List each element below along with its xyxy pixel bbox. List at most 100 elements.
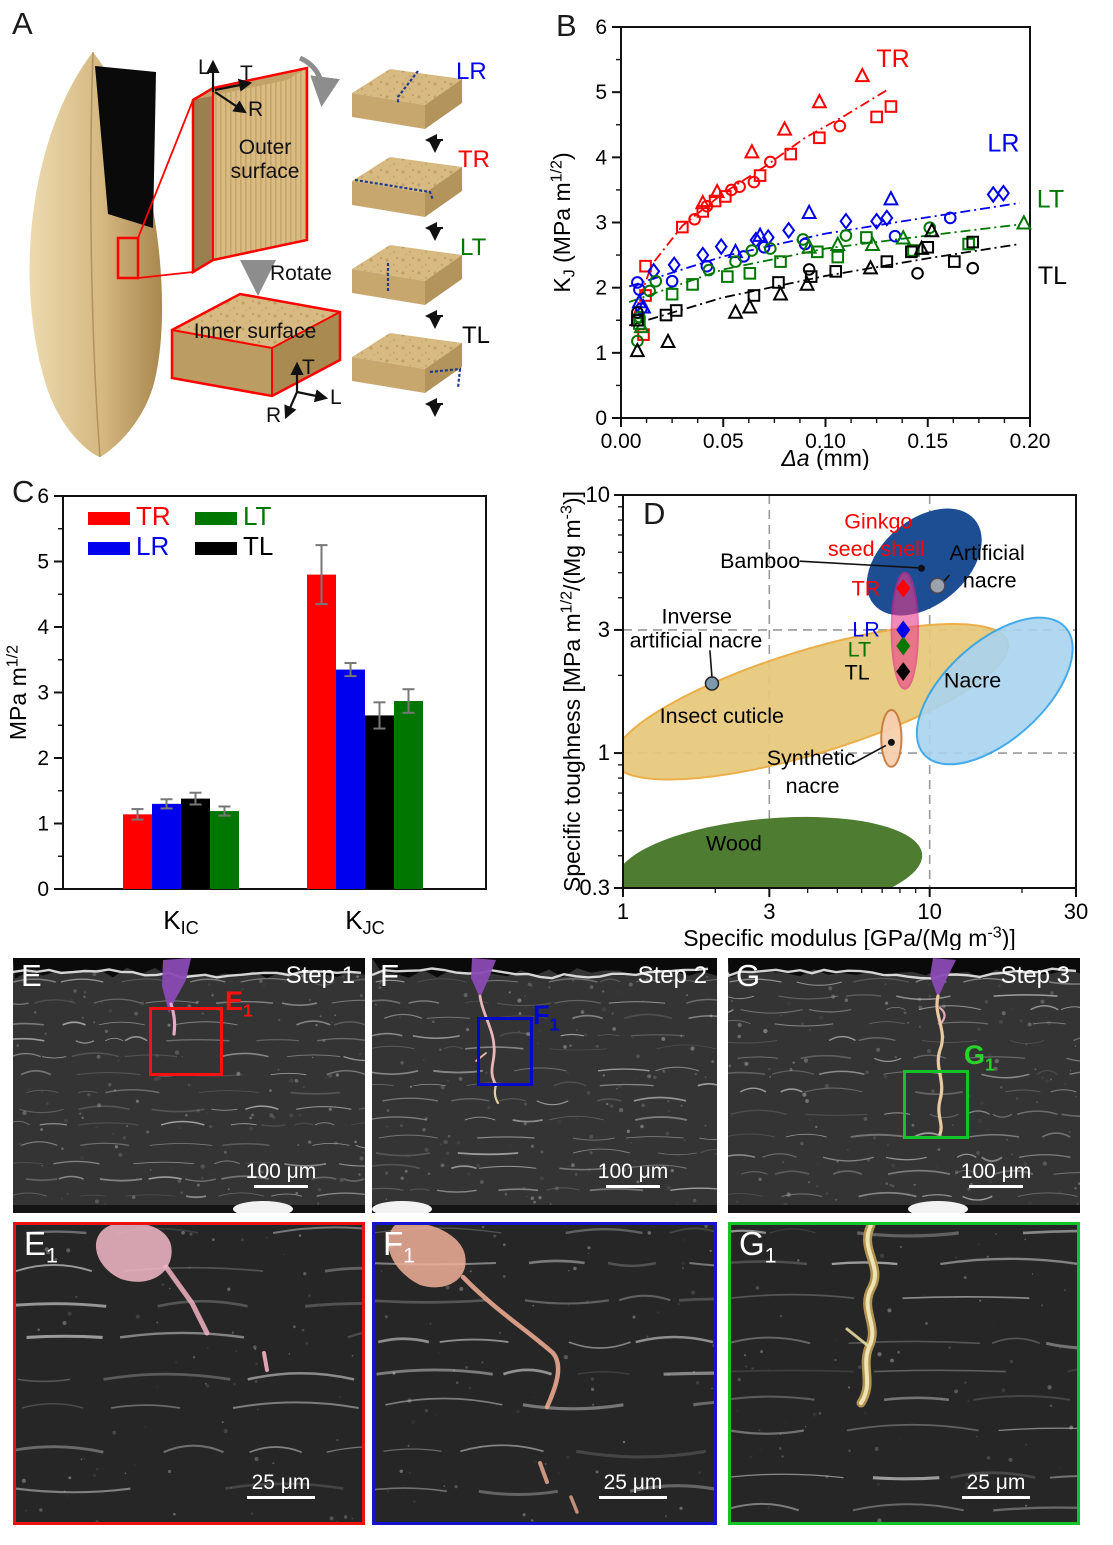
sem-image-step2 [372,958,717,1213]
svg-text:0: 0 [595,407,607,430]
svg-text:Synthetic: Synthetic [767,746,856,770]
axis-t-label: T [240,62,253,85]
svg-text:6: 6 [37,485,49,508]
panel-c-label: C [12,474,35,509]
svg-text:1: 1 [595,342,607,365]
svg-text:6: 6 [595,16,607,39]
svg-text:Ginkgo: Ginkgo [844,509,912,533]
svg-text:2: 2 [37,747,49,770]
svg-text:KIC: KIC [163,905,199,938]
svg-text:1: 1 [598,740,610,765]
svg-text:Artificial: Artificial [950,541,1025,565]
inner-surface-box [170,292,342,398]
seed-cut-section [95,66,156,228]
svg-text:4: 4 [595,146,607,169]
svg-text:LT: LT [848,637,872,661]
svg-text:Specific modulus [GPa/(Mg m-3): Specific modulus [GPa/(Mg m-3)] [683,923,1016,950]
svg-text:5: 5 [595,81,607,104]
svg-text:3: 3 [37,682,49,705]
crack-resistance-curve-chart: 0.00 0.05 0.10 0.15 0.20 0 1 2 3 4 5 6 Δa (mm) KJ (MP… [547,16,1067,470]
svg-text:seed shell: seed shell [828,537,925,561]
sem-closeup-g1 [731,1225,1077,1522]
svg-text:LT: LT [1037,186,1064,214]
rotate-label: Rotate [270,262,332,285]
svg-text:Specific toughness [MPa m1/2/(: Specific toughness [MPa m1/2/(Mg m-3)] [560,491,585,892]
step3-label: Step 3 [1000,962,1070,989]
svg-text:Nacre: Nacre [944,669,1001,693]
svg-text:Wood: Wood [706,831,762,855]
svg-text:TL: TL [1038,262,1067,290]
panel-g-label: G [736,958,761,993]
outer-surface-label: Outer surface [230,136,300,184]
svg-text:Δa (mm): Δa (mm) [780,445,869,470]
slab-axes-arrows [206,59,253,114]
svg-text:1: 1 [617,899,629,924]
seed-zoom-box [116,236,140,280]
sem-panel-g: G Step 3 G1 100 μm [728,958,1080,1213]
sem-closeup-f1 [375,1225,714,1522]
svg-text:KJ (MPa m1/2): KJ (MPa m1/2) [547,152,578,292]
inner-axis-r-label: R [266,404,282,427]
sem-panel-e: E Step 1 E1 100 μm [13,958,365,1213]
svg-text:10: 10 [917,899,941,924]
svg-text:MPa m1/2: MPa m1/2 [3,645,31,740]
scalebar-g: 100 μm [941,1160,1051,1188]
ashby-property-chart: Ginkgo seed shell Bamboo Artificial nacre TR L… [560,482,1088,950]
svg-text:LR: LR [136,531,169,561]
roi-g1-label: G1 [964,1040,995,1075]
svg-text:2: 2 [595,277,607,300]
svg-text:0.20: 0.20 [1010,430,1051,453]
sem-panel-e1: E1 25 μm [13,1222,365,1525]
roi-box-g1 [903,1070,969,1139]
sem-panel-f: F Step 2 F1 100 μm [372,958,717,1213]
svg-text:0.3: 0.3 [579,875,610,900]
roi-box-f1 [477,1017,533,1086]
svg-text:0.05: 0.05 [703,430,744,453]
panel-f1-label: F1 [383,1225,416,1268]
step1-label: Step 1 [285,962,355,989]
sem-panel-f1: F1 25 μm [372,1222,717,1525]
roi-box-e1 [149,1007,223,1076]
svg-text:10: 10 [586,482,610,507]
roi-f1-label: F1 [533,1000,560,1035]
panel-a-label: A [12,6,33,41]
svg-text:TL: TL [243,531,273,561]
svg-text:artificial nacre: artificial nacre [630,629,763,653]
specimen-lt-label: LT [460,234,487,261]
panel-g1-label: G1 [739,1225,777,1268]
svg-text:3: 3 [598,617,610,642]
axis-l-label: L [198,56,210,79]
panel-e1-label: E1 [24,1225,58,1268]
scalebar-f: 100 μm [578,1160,688,1188]
step2-label: Step 2 [637,962,707,989]
specimen-blocks [352,69,462,417]
notch-tl [429,367,462,389]
panel-f-label: F [380,958,399,993]
scalebar-e: 100 μm [226,1160,336,1188]
scalebar-g1: 25 μm [941,1471,1051,1499]
svg-text:TR: TR [852,577,881,601]
svg-text:TR: TR [136,501,171,531]
notch-tr [354,178,435,201]
scalebar-f1: 25 μm [578,1471,688,1499]
svg-text:5: 5 [37,551,49,574]
svg-text:4: 4 [37,616,49,639]
svg-text:30: 30 [1064,899,1088,924]
inner-axis-l-label: L [330,386,342,409]
svg-text:0.00: 0.00 [601,430,642,453]
svg-text:3: 3 [595,212,607,235]
axis-r-label: R [248,98,264,121]
specimen-tr-label: TR [458,146,490,173]
specimen-tl-label: TL [462,322,491,349]
panel-e-label: E [21,958,42,993]
svg-text:nacre: nacre [963,569,1017,593]
svg-text:0.15: 0.15 [907,430,948,453]
svg-text:KJC: KJC [345,905,385,938]
svg-text:LR: LR [852,618,879,642]
svg-text:Inverse: Inverse [662,605,733,629]
sem-image-step1 [13,958,365,1213]
panel-a: A Outer surface Rotate Inner surface L T… [0,0,560,470]
sem-panel-g1: G1 25 μm [728,1222,1080,1525]
svg-text:LR: LR [987,129,1019,157]
